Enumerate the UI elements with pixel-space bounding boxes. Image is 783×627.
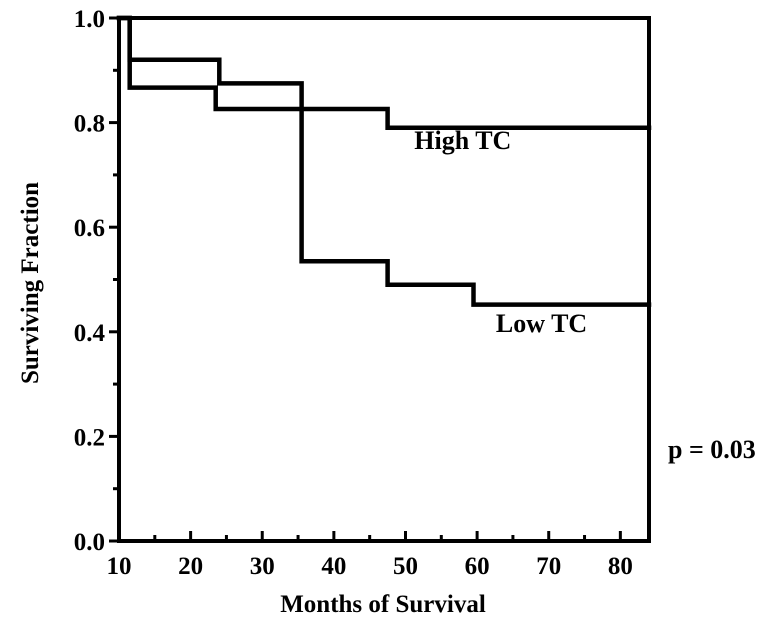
x-tick-label: 50 bbox=[393, 553, 418, 580]
y-tick-label: 0.4 bbox=[74, 320, 106, 347]
y-tick-label: 0.6 bbox=[74, 215, 105, 242]
x-tick-label: 80 bbox=[608, 553, 633, 580]
x-tick-label: 30 bbox=[250, 553, 275, 580]
y-tick-label: 1.0 bbox=[74, 6, 105, 33]
series-line-high-tc bbox=[116, 15, 652, 131]
series-annotation-low-tc: Low TC bbox=[496, 309, 587, 338]
x-tick-label: 10 bbox=[107, 553, 132, 580]
y-tick-label: 0.2 bbox=[74, 424, 105, 451]
series-annotation-high-tc: High TC bbox=[414, 126, 511, 155]
x-tick-label: 70 bbox=[536, 553, 561, 580]
y-tick-label: 0.0 bbox=[74, 529, 105, 556]
p-value-label: p = 0.03 bbox=[668, 435, 756, 464]
x-tick-label: 60 bbox=[465, 553, 490, 580]
x-tick-label: 20 bbox=[178, 553, 203, 580]
y-tick-label: 0.8 bbox=[74, 111, 105, 138]
x-tick-label: 40 bbox=[321, 553, 346, 580]
x-axis-label: Months of Survival bbox=[280, 591, 486, 618]
series-line-low-tc bbox=[116, 15, 652, 307]
plot-frame bbox=[117, 16, 651, 543]
y-axis-label: Surviving Fraction bbox=[17, 182, 44, 384]
